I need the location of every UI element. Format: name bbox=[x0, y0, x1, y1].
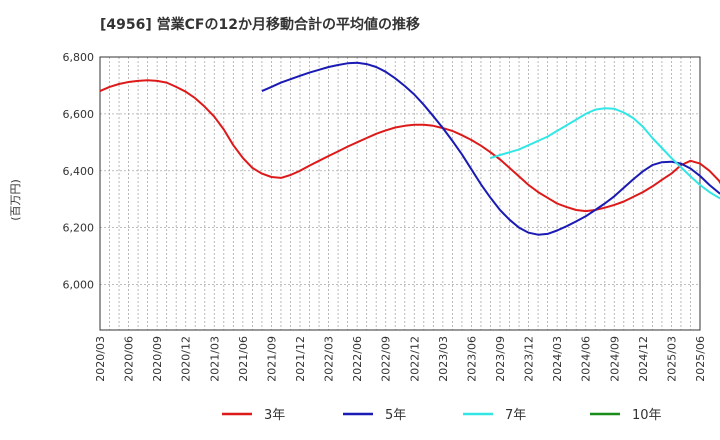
x-tick-label: 2024/03 bbox=[551, 336, 564, 382]
x-tick-label: 2024/09 bbox=[608, 336, 621, 382]
x-tick-label: 2020/06 bbox=[123, 336, 136, 382]
legend-label: 10年 bbox=[632, 408, 662, 423]
x-tick-label: 2024/06 bbox=[580, 336, 593, 382]
legend-item-10年: 10年 bbox=[590, 408, 662, 423]
y-axis-label: (百万円) bbox=[9, 179, 22, 221]
x-tick-label: 2022/03 bbox=[323, 336, 336, 382]
x-tick-label: 2021/12 bbox=[294, 336, 307, 382]
x-tick-label: 2024/12 bbox=[637, 336, 650, 382]
legend-item-5年: 5年 bbox=[343, 408, 406, 423]
chart-title: [4956] 営業CFの12か月移動合計の平均値の推移 bbox=[100, 16, 420, 33]
y-tick-label: 6,200 bbox=[63, 222, 95, 235]
x-tick-label: 2021/03 bbox=[208, 336, 221, 382]
legend-item-7年: 7年 bbox=[463, 408, 526, 423]
x-tick-label: 2021/09 bbox=[265, 336, 278, 382]
x-tick-label: 2020/09 bbox=[151, 336, 164, 382]
series-lines bbox=[99, 61, 720, 236]
grid bbox=[99, 56, 701, 330]
series-line-3年 bbox=[99, 79, 720, 213]
x-tick-label: 2023/06 bbox=[465, 336, 478, 382]
legend: 3年 5年 7年 10年 bbox=[222, 408, 662, 423]
x-tick-label: 2020/12 bbox=[180, 336, 193, 382]
legend-label: 5年 bbox=[385, 408, 406, 423]
plot-area bbox=[99, 56, 701, 331]
y-tick-label: 6,600 bbox=[63, 108, 95, 121]
x-axis: 2020/03 2020/06 2020/09 2020/12 2021/03 2021/… bbox=[94, 336, 707, 382]
x-tick-label: 2021/06 bbox=[237, 336, 250, 382]
x-tick-label: 2020/03 bbox=[94, 336, 107, 382]
x-tick-label: 2023/12 bbox=[523, 336, 536, 382]
x-tick-label: 2022/09 bbox=[380, 336, 393, 382]
x-tick-label: 2025/06 bbox=[694, 336, 707, 382]
series-line-7年 bbox=[490, 107, 720, 200]
y-tick-label: 6,400 bbox=[63, 165, 95, 178]
legend-label: 3年 bbox=[264, 408, 285, 423]
legend-item-3年: 3年 bbox=[222, 408, 285, 423]
x-tick-label: 2025/03 bbox=[665, 336, 678, 382]
y-tick-label: 6,000 bbox=[63, 279, 95, 292]
y-tick-label: 6,800 bbox=[63, 51, 95, 64]
x-tick-label: 2023/03 bbox=[437, 336, 450, 382]
y-axis: 6,000 6,200 6,400 6,600 6,800 bbox=[63, 51, 95, 292]
x-tick-label: 2023/09 bbox=[494, 336, 507, 382]
legend-label: 7年 bbox=[505, 408, 526, 423]
x-tick-label: 2022/12 bbox=[408, 336, 421, 382]
series-line-5年 bbox=[261, 61, 720, 236]
x-tick-label: 2022/06 bbox=[351, 336, 364, 382]
